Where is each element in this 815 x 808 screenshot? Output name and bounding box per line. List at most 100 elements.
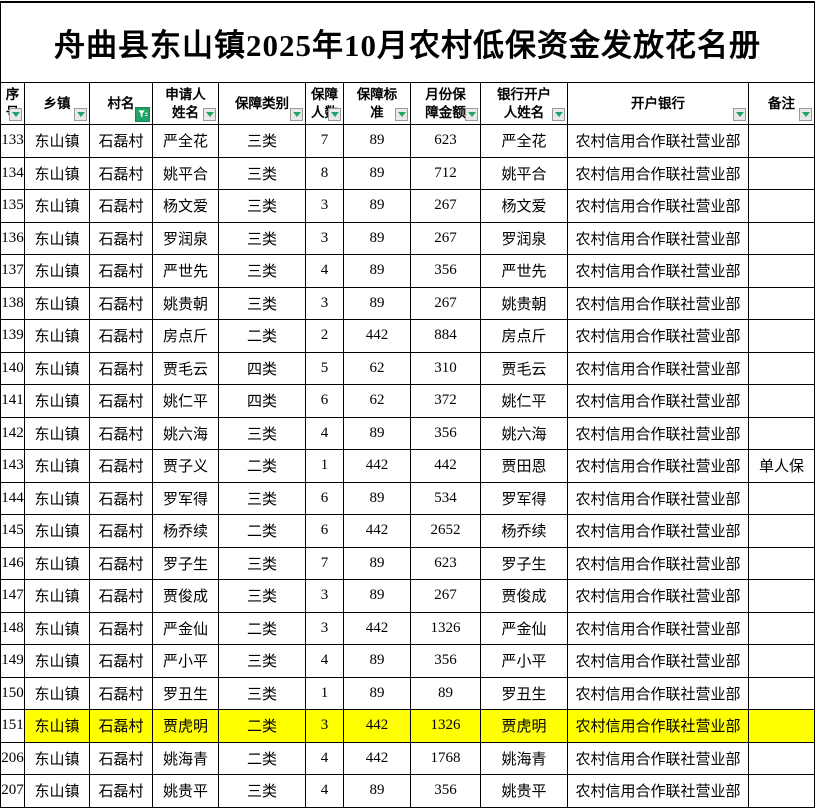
cell-remarks[interactable] [749, 125, 814, 157]
cell-persons[interactable]: 7 [306, 547, 344, 579]
cell-account-holder[interactable]: 杨文爱 [481, 190, 568, 222]
cell-account-holder[interactable]: 罗润泉 [481, 222, 568, 254]
cell-remarks[interactable] [749, 613, 814, 645]
cell-township[interactable]: 东山镇 [25, 417, 90, 449]
cell-monthly-amount[interactable]: 2652 [411, 515, 481, 547]
cell-remarks[interactable] [749, 223, 814, 255]
cell-category[interactable]: 三类 [219, 677, 306, 709]
cell-township[interactable]: 东山镇 [25, 320, 90, 352]
cell-serial[interactable]: 138 [1, 287, 25, 319]
cell-applicant-name[interactable]: 姚六海 [153, 417, 219, 449]
cell-bank[interactable]: 农村信用合作联社营业部 [568, 450, 749, 482]
cell-township[interactable]: 东山镇 [25, 190, 90, 222]
cell-village[interactable]: 石磊村 [90, 222, 153, 254]
cell-serial[interactable]: 150 [1, 677, 25, 709]
cell-applicant-name[interactable]: 贾虎明 [153, 710, 219, 742]
cell-serial[interactable]: 207 [1, 775, 25, 807]
cell-monthly-amount[interactable]: 356 [411, 645, 481, 677]
cell-village[interactable]: 石磊村 [90, 645, 153, 677]
cell-bank[interactable]: 农村信用合作联社营业部 [568, 320, 749, 352]
cell-remarks[interactable] [749, 580, 814, 612]
cell-account-holder[interactable]: 严金仙 [481, 612, 568, 644]
cell-monthly-amount[interactable]: 356 [411, 417, 481, 449]
cell-remarks[interactable] [749, 190, 814, 222]
column-header-applicant-name[interactable]: 申请人 姓名 [153, 83, 219, 124]
filter-dropdown-arrow-icon[interactable] [799, 108, 812, 121]
cell-category[interactable]: 二类 [219, 710, 306, 742]
cell-standard[interactable]: 62 [344, 385, 411, 417]
cell-monthly-amount[interactable]: 267 [411, 190, 481, 222]
column-header-persons[interactable]: 保障 人数 [306, 83, 344, 124]
cell-serial[interactable]: 148 [1, 612, 25, 644]
cell-persons[interactable]: 6 [306, 385, 344, 417]
cell-monthly-amount[interactable]: 712 [411, 157, 481, 189]
cell-persons[interactable]: 2 [306, 320, 344, 352]
cell-category[interactable]: 四类 [219, 352, 306, 384]
cell-village[interactable]: 石磊村 [90, 515, 153, 547]
cell-remarks[interactable] [749, 353, 814, 385]
cell-category[interactable]: 四类 [219, 385, 306, 417]
cell-standard[interactable]: 89 [344, 190, 411, 222]
cell-serial[interactable]: 139 [1, 320, 25, 352]
cell-township[interactable]: 东山镇 [25, 450, 90, 482]
cell-township[interactable]: 东山镇 [25, 677, 90, 709]
cell-category[interactable]: 三类 [219, 222, 306, 254]
cell-account-holder[interactable]: 严世先 [481, 255, 568, 287]
cell-monthly-amount[interactable]: 310 [411, 352, 481, 384]
cell-standard[interactable]: 89 [344, 547, 411, 579]
cell-persons[interactable]: 4 [306, 775, 344, 807]
cell-applicant-name[interactable]: 姚海青 [153, 742, 219, 774]
cell-category[interactable]: 三类 [219, 190, 306, 222]
cell-applicant-name[interactable]: 罗丑生 [153, 677, 219, 709]
cell-standard[interactable]: 442 [344, 612, 411, 644]
cell-remarks[interactable] [749, 255, 814, 287]
cell-persons[interactable]: 3 [306, 287, 344, 319]
filter-dropdown-arrow-icon[interactable] [203, 108, 216, 121]
cell-township[interactable]: 东山镇 [25, 547, 90, 579]
cell-account-holder[interactable]: 罗军得 [481, 482, 568, 514]
cell-account-holder[interactable]: 姚海青 [481, 742, 568, 774]
cell-township[interactable]: 东山镇 [25, 515, 90, 547]
cell-standard[interactable]: 89 [344, 417, 411, 449]
cell-account-holder[interactable]: 房点斤 [481, 320, 568, 352]
column-header-bank[interactable]: 开户银行 [568, 83, 749, 124]
cell-account-holder[interactable]: 杨乔续 [481, 515, 568, 547]
cell-serial[interactable]: 135 [1, 190, 25, 222]
cell-township[interactable]: 东山镇 [25, 482, 90, 514]
cell-township[interactable]: 东山镇 [25, 222, 90, 254]
cell-bank[interactable]: 农村信用合作联社营业部 [568, 482, 749, 514]
cell-monthly-amount[interactable]: 267 [411, 222, 481, 254]
cell-standard[interactable]: 442 [344, 710, 411, 742]
cell-standard[interactable]: 89 [344, 287, 411, 319]
cell-bank[interactable]: 农村信用合作联社营业部 [568, 742, 749, 774]
cell-applicant-name[interactable]: 杨文爱 [153, 190, 219, 222]
cell-village[interactable]: 石磊村 [90, 125, 153, 157]
cell-serial[interactable]: 142 [1, 417, 25, 449]
cell-category[interactable]: 三类 [219, 580, 306, 612]
cell-village[interactable]: 石磊村 [90, 677, 153, 709]
cell-bank[interactable]: 农村信用合作联社营业部 [568, 190, 749, 222]
cell-monthly-amount[interactable]: 356 [411, 775, 481, 807]
cell-remarks[interactable] [749, 385, 814, 417]
cell-village[interactable]: 石磊村 [90, 450, 153, 482]
column-header-remarks[interactable]: 备注 [749, 83, 814, 124]
cell-bank[interactable]: 农村信用合作联社营业部 [568, 547, 749, 579]
cell-remarks[interactable] [749, 320, 814, 352]
cell-persons[interactable]: 4 [306, 417, 344, 449]
cell-bank[interactable]: 农村信用合作联社营业部 [568, 125, 749, 157]
cell-monthly-amount[interactable]: 267 [411, 580, 481, 612]
cell-applicant-name[interactable]: 贾子义 [153, 450, 219, 482]
cell-village[interactable]: 石磊村 [90, 612, 153, 644]
cell-bank[interactable]: 农村信用合作联社营业部 [568, 157, 749, 189]
cell-remarks[interactable] [749, 158, 814, 190]
cell-bank[interactable]: 农村信用合作联社营业部 [568, 677, 749, 709]
cell-persons[interactable]: 6 [306, 515, 344, 547]
cell-serial[interactable]: 137 [1, 255, 25, 287]
cell-monthly-amount[interactable]: 356 [411, 255, 481, 287]
cell-village[interactable]: 石磊村 [90, 775, 153, 807]
cell-standard[interactable]: 89 [344, 482, 411, 514]
cell-remarks[interactable] [749, 548, 814, 580]
cell-applicant-name[interactable]: 严小平 [153, 645, 219, 677]
cell-serial[interactable]: 134 [1, 157, 25, 189]
filter-dropdown-arrow-icon[interactable] [74, 108, 87, 121]
